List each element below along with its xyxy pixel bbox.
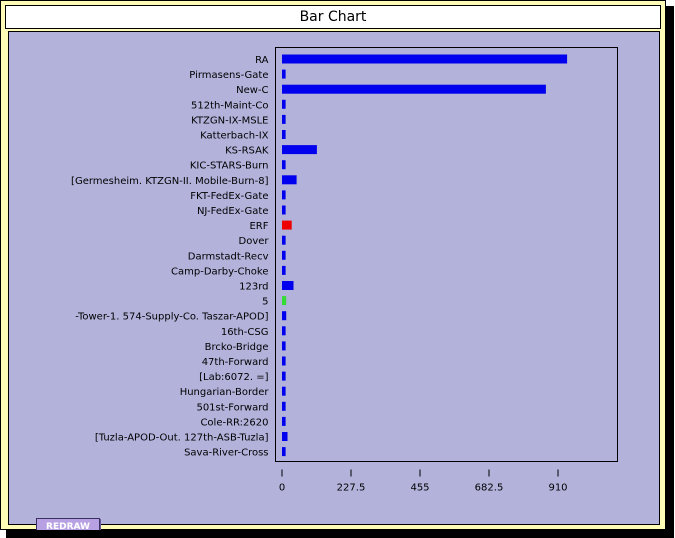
title-bar: Bar Chart xyxy=(5,5,661,29)
category-label-2: New-C xyxy=(236,85,268,96)
bar-11 xyxy=(282,220,292,230)
category-label-14: Camp-Darby-Choke xyxy=(171,266,268,277)
category-label-10: NJ-FedEx-Gate xyxy=(197,206,269,217)
category-label-23: 501st-Forward xyxy=(196,402,268,413)
x-tick-label-2: 455 xyxy=(410,483,429,494)
bar-23 xyxy=(282,401,286,411)
bar-7 xyxy=(282,160,286,170)
category-label-6: KS-RSAK xyxy=(225,146,269,157)
category-label-18: 16th-CSG xyxy=(221,327,269,338)
category-label-16: 5 xyxy=(262,297,268,308)
bar-16 xyxy=(282,296,287,306)
bar-22 xyxy=(282,386,286,396)
category-label-15: 123rd xyxy=(239,282,268,293)
bar-1 xyxy=(282,69,286,79)
category-label-21: [Lab:6072. =] xyxy=(199,372,269,383)
bar-20 xyxy=(282,356,286,366)
category-label-12: Dover xyxy=(239,236,270,247)
category-label-25: [Tuzla-APOD-Out. 127th-ASB-Tuzla] xyxy=(95,433,269,444)
category-label-24: Cole-RR:2620 xyxy=(200,417,268,428)
bar-15 xyxy=(282,281,294,290)
bar-19 xyxy=(282,341,286,351)
bar-10 xyxy=(282,205,286,215)
bar-4 xyxy=(282,114,286,124)
category-label-22: Hungarian-Border xyxy=(180,387,270,398)
bar-3 xyxy=(282,99,286,109)
category-label-19: Brcko-Bridge xyxy=(205,342,269,353)
category-label-3: 512th-Maint-Co xyxy=(191,100,268,111)
bar-18 xyxy=(282,326,286,336)
window-title: Bar Chart xyxy=(299,9,367,25)
bar-9 xyxy=(282,190,286,200)
category-label-1: Pirmasens-Gate xyxy=(189,70,268,81)
x-tick-label-0: 0 xyxy=(279,483,285,494)
bar-24 xyxy=(282,416,286,426)
bar-chart: RA Pirmasens-Gate New-C 512th-Maint-Co KTZGN… xyxy=(71,47,618,494)
bar-26 xyxy=(282,447,286,457)
bar-14 xyxy=(282,265,286,275)
bar-13 xyxy=(282,250,286,260)
bar-12 xyxy=(282,235,286,245)
x-tick-label-3: 682.5 xyxy=(475,483,504,494)
plot-frame xyxy=(275,47,618,462)
bars-group xyxy=(282,54,568,457)
x-tick-label-4: 910 xyxy=(548,483,567,494)
bar-17 xyxy=(282,311,287,321)
bar-8 xyxy=(282,175,297,185)
bar-21 xyxy=(282,371,286,381)
bar-25 xyxy=(282,432,288,441)
x-axis-ticks: 0 227.5 455 682.5 910 xyxy=(279,469,568,494)
category-label-26: Sava-River-Cross xyxy=(184,448,268,459)
category-label-7: KIC-STARS-Burn xyxy=(190,161,269,172)
chart-panel: RA Pirmasens-Gate New-C 512th-Maint-Co KTZGN… xyxy=(8,31,660,535)
bar-0 xyxy=(282,54,568,64)
category-label-4: KTZGN-IX-MSLE xyxy=(191,115,268,126)
category-label-5: Katterbach-IX xyxy=(200,131,268,142)
category-label-8: [Germesheim. KTZGN-II. Mobile-Burn-8] xyxy=(71,176,269,187)
category-label-11: ERF xyxy=(249,221,268,232)
category-label-20: 47th-Forward xyxy=(202,357,269,368)
category-label-0: RA xyxy=(255,55,269,66)
category-label-13: Darmstadt-Recv xyxy=(188,251,269,262)
category-label-17: -Tower-1. 574-Supply-Co. Taszar-APOD] xyxy=(75,312,268,323)
bar-2 xyxy=(282,84,546,94)
category-labels: RA Pirmasens-Gate New-C 512th-Maint-Co KTZGN… xyxy=(71,55,269,459)
x-tick-label-1: 227.5 xyxy=(337,483,366,494)
window-shadow-bottom xyxy=(6,530,674,538)
category-label-9: FKT-FedEx-Gate xyxy=(190,191,268,202)
window-shadow-right xyxy=(666,6,674,536)
bar-6 xyxy=(282,145,317,155)
bar-5 xyxy=(282,130,286,139)
